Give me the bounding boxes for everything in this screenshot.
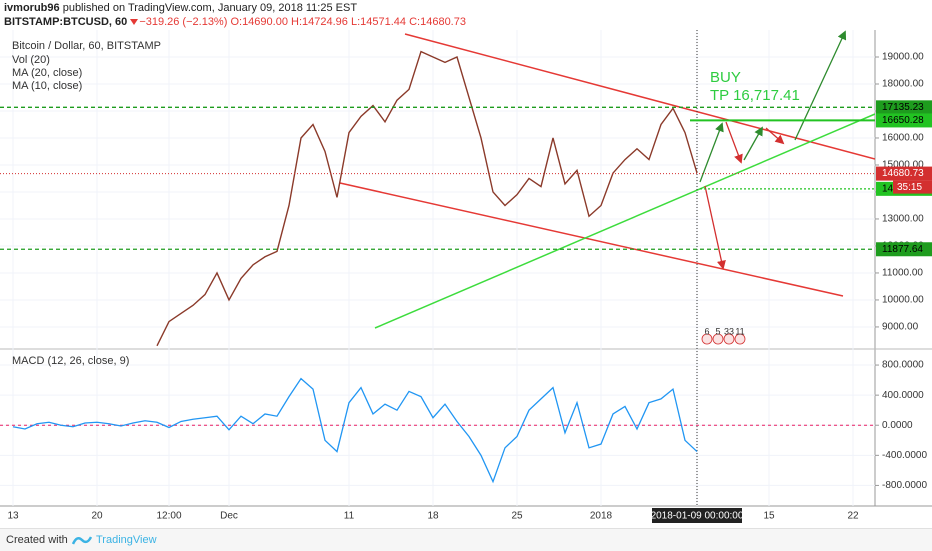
- event-label: 11: [735, 326, 744, 336]
- x-tick-label: 12:00: [156, 511, 181, 522]
- y-tick-label: -400.0000: [882, 450, 927, 461]
- x-tick-label: 22: [847, 511, 859, 522]
- level-box: [876, 113, 932, 128]
- y-tick-label: 400.0000: [882, 390, 924, 401]
- event-badge: [701, 333, 713, 345]
- x-tick-label: 20: [91, 511, 103, 522]
- indicator: MA (20, close): [12, 67, 82, 79]
- symbol: BITSTAMP:BTCUSD, 60: [4, 16, 128, 28]
- series-line: [156, 50, 698, 347]
- arrow: [765, 127, 785, 145]
- macd-title: MACD (12, 26, close, 9): [12, 355, 129, 367]
- publish-line: ivmorub96 published on TradingView.com, …: [4, 2, 357, 14]
- y-tick-label: 19000.00: [882, 52, 924, 63]
- x-tick-label: 13: [7, 511, 19, 522]
- countdown-box: [893, 180, 932, 194]
- indicator: MA (10, close): [12, 80, 82, 92]
- y-tick-label: 0.0000: [882, 420, 913, 431]
- trendline: [374, 113, 875, 329]
- change: −319.26 (−2.13%): [139, 16, 228, 28]
- y-tick-label: 15000.00: [882, 160, 924, 171]
- header: ivmorub96 published on TradingView.com, …: [0, 0, 932, 30]
- countdown: 35:15: [897, 182, 922, 193]
- event-badge: [734, 333, 746, 345]
- footer: Created with TradingView: [0, 528, 932, 551]
- x-tick-label: 2018: [590, 511, 613, 522]
- x-tick-label: 2018-01-09 00:00:00: [651, 511, 744, 522]
- channel-upper: [404, 33, 875, 160]
- arrow: [794, 30, 847, 141]
- published: published on TradingView.com, January 09…: [62, 2, 358, 14]
- publisher: ivmorub96: [4, 2, 60, 14]
- drawings: [339, 30, 875, 329]
- arrow: [704, 185, 726, 270]
- level-box: [876, 100, 932, 115]
- x-tick-label: 15: [763, 511, 775, 522]
- y-tick-label: 9000.00: [882, 322, 919, 333]
- y-tick-label: 13000.00: [882, 214, 924, 225]
- series-line: [12, 377, 698, 484]
- down-arrow: [130, 19, 139, 26]
- low: L:14571.44: [350, 16, 407, 28]
- x-tick-label: 25: [511, 511, 523, 522]
- arrow: [699, 122, 724, 183]
- y-tick-label: 800.0000: [882, 360, 924, 371]
- y-tick-label: 11000.00: [882, 268, 923, 279]
- indicator: Vol (20): [12, 54, 50, 66]
- price-box: [876, 166, 932, 181]
- level-label: 11877.64: [882, 244, 923, 255]
- x-label-box: [652, 508, 742, 523]
- level-label: 16650.28: [882, 115, 924, 126]
- y-tick-label: 10000.00: [882, 295, 924, 306]
- y-tick-label: 18000.00: [882, 79, 924, 90]
- x-tick-label: 11: [344, 511, 355, 522]
- event-label: 33: [724, 326, 734, 336]
- chart: 9000.0010000.0011000.0012000.0013000.001…: [0, 30, 932, 523]
- level-box: [876, 242, 932, 257]
- arrow: [725, 121, 743, 164]
- created-with: Created with: [6, 534, 68, 546]
- event-label: 5: [715, 326, 720, 336]
- open: O:14690.00: [230, 16, 288, 28]
- level-label: 17135.23: [882, 102, 924, 113]
- logo: [72, 536, 92, 545]
- brand: TradingView: [96, 534, 157, 546]
- event-label: 6: [704, 326, 709, 336]
- annotation: TP 16,717.41: [710, 87, 800, 104]
- arrow: [743, 126, 763, 161]
- chart-title: Bitcoin / Dollar, 60, BITSTAMP: [12, 40, 161, 52]
- event-badge: [723, 333, 735, 345]
- high: H:14724.96: [291, 16, 348, 28]
- x-tick-label: Dec: [220, 511, 238, 522]
- x-tick-label: 18: [427, 511, 439, 522]
- price-label: 14680.73: [882, 168, 924, 179]
- y-tick-label: 16000.00: [882, 133, 924, 144]
- close: C:14680.73: [409, 16, 466, 28]
- channel-lower: [339, 182, 844, 297]
- y-tick-label: -800.0000: [882, 480, 927, 491]
- event-badge: [712, 333, 724, 345]
- annotation: BUY: [710, 69, 741, 86]
- quote-line: BITSTAMP:BTCUSD, 60 −319.26 (−2.13%) O:1…: [4, 16, 466, 28]
